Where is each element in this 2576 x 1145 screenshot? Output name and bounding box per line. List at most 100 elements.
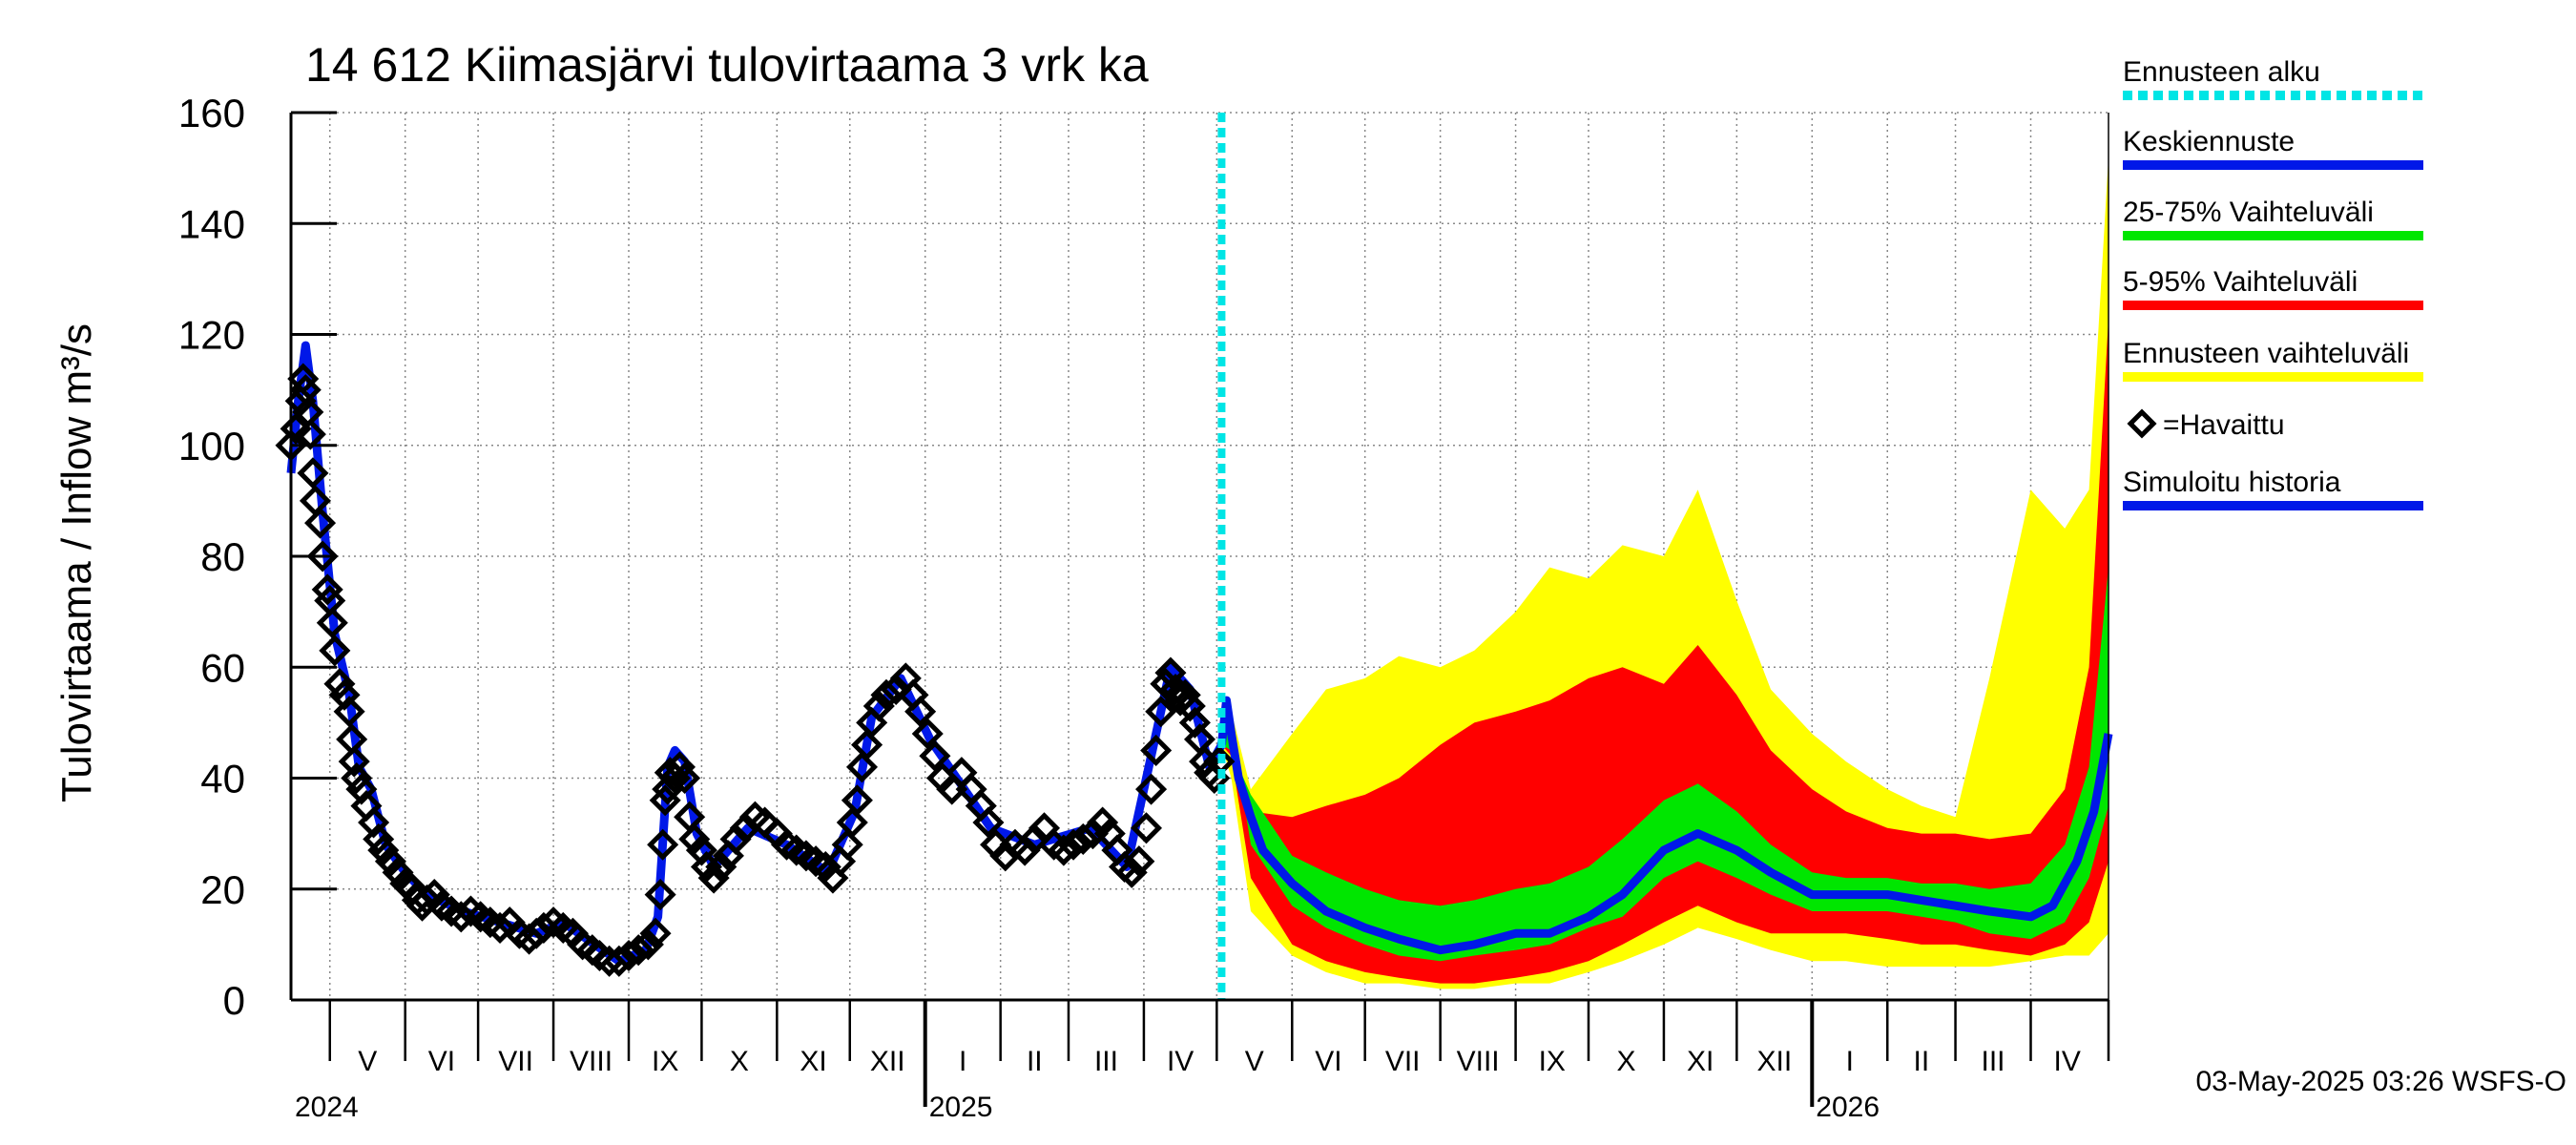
observed-point	[862, 690, 895, 722]
y-tick-label: 140	[178, 201, 245, 246]
observed-point	[287, 363, 320, 395]
observed-point	[280, 412, 312, 445]
legend-label: 25-75% Vaihteluväli	[2123, 197, 2374, 228]
observed-point	[719, 822, 752, 855]
grid	[291, 112, 2109, 1000]
observed-point	[870, 678, 903, 711]
observed-point	[697, 862, 730, 894]
month-label: V	[358, 1046, 377, 1077]
month-label: XII	[870, 1046, 905, 1077]
legend: Ennusteen alku Keskiennuste 25-75% Vaihtel…	[2123, 56, 2423, 510]
band-25-75	[1221, 567, 2109, 962]
month-label: III	[1094, 1046, 1118, 1077]
month-label: VIII	[1457, 1046, 1500, 1077]
month-label: I	[959, 1046, 966, 1077]
observed-point	[880, 673, 912, 706]
observed-point	[418, 879, 450, 911]
legend-label: =Havaittu	[2163, 409, 2285, 441]
observed-point	[1087, 806, 1119, 839]
y-tick-label: 80	[200, 534, 245, 579]
year-label: 2026	[1816, 1092, 1880, 1123]
legend-label: Ennusteen vaihteluväli	[2123, 338, 2409, 369]
observed-point	[363, 822, 395, 855]
observed-point	[705, 850, 737, 884]
observed-point	[1123, 845, 1155, 878]
legend-swatch-diamond	[2127, 408, 2157, 439]
y-tick-label: 20	[200, 867, 245, 912]
month-label: VII	[1385, 1046, 1421, 1077]
observed-point	[851, 729, 883, 761]
observed-point	[632, 928, 664, 961]
legend-label: Keskiennuste	[2123, 126, 2295, 157]
observed-point	[603, 945, 635, 977]
observed-point	[972, 806, 1005, 839]
y-tick-label: 160	[178, 91, 245, 135]
month-label: XII	[1756, 1046, 1792, 1077]
forecast-bands	[1221, 156, 2109, 989]
observed-point	[845, 751, 879, 783]
y-axis-label: Tulovirtaama / Inflow m³/s	[53, 323, 100, 802]
chart-title: 14 612 Kiimasjärvi tulovirtaama 3 vrk ka	[305, 38, 1149, 92]
month-label: VI	[1315, 1046, 1341, 1077]
observed-point	[904, 696, 937, 728]
observed-point	[663, 751, 696, 783]
year-label: 2025	[929, 1092, 993, 1123]
month-label: II	[1914, 1046, 1930, 1077]
month-label: XI	[1687, 1046, 1714, 1077]
observed-point	[644, 879, 676, 911]
observed-point	[1169, 678, 1201, 711]
observed-point	[367, 834, 400, 866]
y-tick-label: 60	[200, 645, 245, 690]
legend-label: 5-95% Vaihteluväli	[2123, 266, 2358, 298]
observed-point	[484, 911, 516, 944]
observed-point	[382, 856, 414, 888]
band-5-95	[1221, 318, 2109, 984]
observed-point	[1115, 856, 1148, 888]
month-label: IX	[652, 1046, 678, 1077]
year-label: 2024	[295, 1092, 359, 1123]
month-label: I	[1846, 1046, 1854, 1077]
observed-point	[669, 761, 701, 795]
observed-point	[911, 718, 944, 750]
observed-point	[1135, 773, 1168, 805]
month-label: X	[1616, 1046, 1635, 1077]
month-label: IV	[2054, 1046, 2081, 1077]
observed-point	[1130, 812, 1163, 844]
observed-point	[647, 828, 679, 861]
observed-point	[297, 457, 329, 489]
observed-point	[809, 850, 841, 884]
month-label: VIII	[570, 1046, 613, 1077]
y-tick-label: 0	[223, 978, 245, 1023]
observed-point	[338, 745, 370, 778]
observed-point	[304, 507, 337, 539]
observed-markers	[275, 363, 1236, 977]
observed-point	[831, 828, 863, 861]
observed-point	[341, 761, 373, 795]
observed-point	[333, 696, 365, 728]
month-label: VII	[498, 1046, 533, 1077]
month-label: XI	[800, 1046, 826, 1077]
observed-point	[316, 607, 348, 639]
month-label: X	[730, 1046, 749, 1077]
observed-point	[1008, 834, 1041, 866]
observed-point	[319, 635, 351, 667]
observed-point	[919, 739, 951, 772]
observed-point	[311, 573, 343, 606]
observed-point	[1067, 822, 1099, 855]
month-label: VI	[428, 1046, 455, 1077]
observed-point	[1145, 696, 1177, 728]
observed-point	[1048, 834, 1080, 866]
observed-point	[613, 939, 645, 972]
observed-point	[1140, 734, 1173, 766]
month-label: II	[1027, 1046, 1043, 1077]
observed-point	[841, 784, 873, 817]
observed-point	[323, 668, 356, 700]
y-tick-label: 120	[178, 313, 245, 358]
legend-label: Ennusteen alku	[2123, 56, 2320, 88]
footer-timestamp: 03-May-2025 03:26 WSFS-O	[2196, 1066, 2567, 1097]
y-tick-label: 100	[178, 424, 245, 468]
month-label: III	[1982, 1046, 2005, 1077]
month-label: IV	[1167, 1046, 1194, 1077]
